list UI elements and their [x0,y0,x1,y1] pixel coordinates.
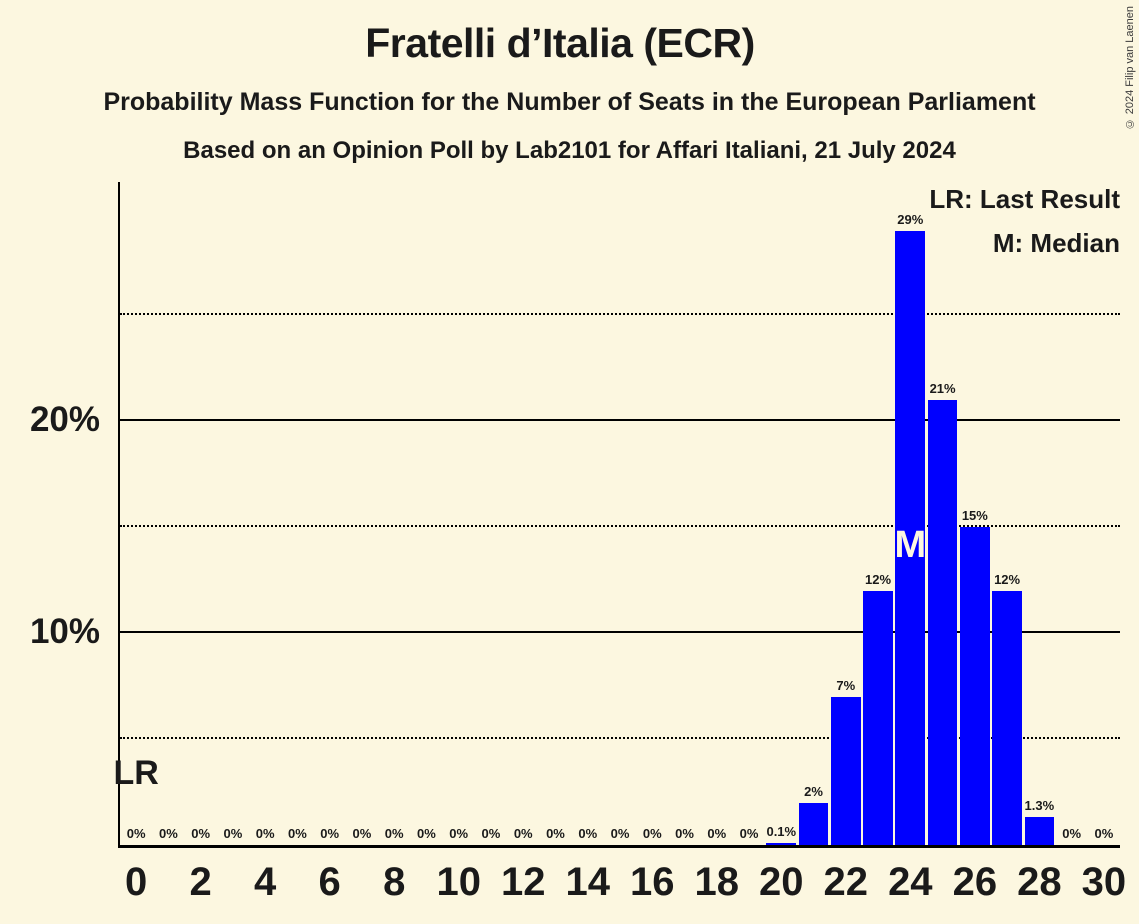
solid-gridline-10pct [120,631,1120,634]
bar-value-label-seat-1: 0% [158,826,178,841]
copyright-notice: © 2024 Filip van Laenen [1124,6,1136,130]
bar-value-label-seat-8: 0% [384,826,404,841]
x-tick-label-28: 28 [1017,860,1062,904]
plot-area: 0% 0% 0% 0% 0% 0% 0% 0% 0% 0% 0% 0% 0% 0% 0% 0% 0% 0% 0% 0%… [113,182,1120,848]
solid-gridline-20pct [120,419,1120,422]
x-tick-label-20: 20 [759,860,804,904]
bar-value-label-seat-10: 0% [449,826,469,841]
x-tick-label-10: 10 [436,860,481,904]
x-tick-label-6: 6 [318,860,341,904]
bar-value-label-seat-27: 12% [994,571,1021,587]
bar-value-label-seat-28: 1.3% [1024,798,1055,814]
bar-value-label-seat-6: 0% [320,826,340,841]
dotted-gridline-15pct [120,525,1120,528]
poll-source-line: Based on an Opinion Poll by Lab2101 for … [183,137,956,164]
bar-value-label-seat-29: 0% [1062,826,1082,841]
median-marker-label: M [894,524,927,566]
x-tick-label-18: 18 [694,860,740,904]
x-tick-label-4: 4 [254,860,277,904]
x-tick-label-16: 16 [630,860,675,904]
bar-value-label-seat-15: 0% [610,826,630,841]
bar-seat-25 [927,400,958,845]
bar-value-label-seat-11: 0% [481,826,501,841]
bar-value-label-seat-5: 0% [288,826,307,841]
bar-value-label-seat-22: 7% [836,677,856,693]
bar-value-label-seat-9: 0% [417,826,436,841]
bar-value-label-seat-20: 0.1% [766,823,797,839]
bar-value-label-seat-19: 0% [739,826,759,841]
bar-seat-23 [863,590,893,845]
bar-value-label-seat-2: 0% [191,826,211,841]
bar-value-label-seat-14: 0% [578,826,598,841]
x-tick-label-0: 0 [125,860,148,904]
dotted-gridline-25pct [120,313,1120,316]
y-axis-label-20pct: 20% [29,400,100,440]
bar-seat-28 [1024,817,1055,845]
bar-seat-21 [798,802,829,845]
bar-value-label-seat-26: 15% [961,508,988,524]
x-tick-label-8: 8 [383,860,406,904]
chart-legend: LR: Last Result M: Median [929,184,1120,259]
bar-value-label-seat-24: 29% [897,211,924,227]
bar-value-label-seat-7: 0% [352,826,372,841]
bar-value-label-seat-17: 0% [675,826,694,841]
bar-seat-20 [766,842,797,845]
legend-median: M: Median [992,228,1120,259]
x-tick-label-22: 22 [823,860,869,904]
x-tick-label-26: 26 [952,860,998,904]
x-tick-label-24: 24 [888,860,933,904]
bar-seat-24 [895,230,926,845]
bar-value-label-seat-18: 0% [707,826,727,841]
x-tick-label-30: 30 [1081,860,1127,904]
bar-value-label-seat-3: 0% [223,826,243,841]
x-axis-tick-labels: 0 2 4 6 8 10 12 14 16 18 20 22 24 26 28 30 [120,860,1126,909]
x-tick-label-2: 2 [189,860,212,904]
bar-value-label-seat-21: 2% [804,783,823,799]
bar-value-label-seat-16: 0% [642,826,662,841]
subtitle: Probability Mass Function for the Number… [103,88,1036,116]
bar-value-label-seat-0: 0% [126,826,146,841]
bar-seat-27 [992,590,1022,845]
page-title: Fratelli d’Italia (ECR) [365,20,755,66]
dotted-gridline-5pct [120,737,1120,740]
bar-value-label-seat-12: 0% [513,826,533,841]
bar-value-label-seat-13: 0% [546,826,565,841]
last-result-marker-label: LR [113,754,159,792]
bar-value-label-seat-4: 0% [255,826,275,841]
bar-seat-22 [830,696,861,845]
bar-value-label-seat-30: 0% [1094,826,1114,841]
x-tick-label-14: 14 [565,860,610,904]
y-axis-label-10pct: 10% [29,612,100,652]
bar-value-label-seat-23: 12% [865,571,892,587]
x-tick-label-12: 12 [500,860,546,904]
legend-last-result: LR: Last Result [929,184,1120,214]
bar-value-label-seat-25: 21% [929,381,956,397]
bar-seat-26 [960,527,990,845]
